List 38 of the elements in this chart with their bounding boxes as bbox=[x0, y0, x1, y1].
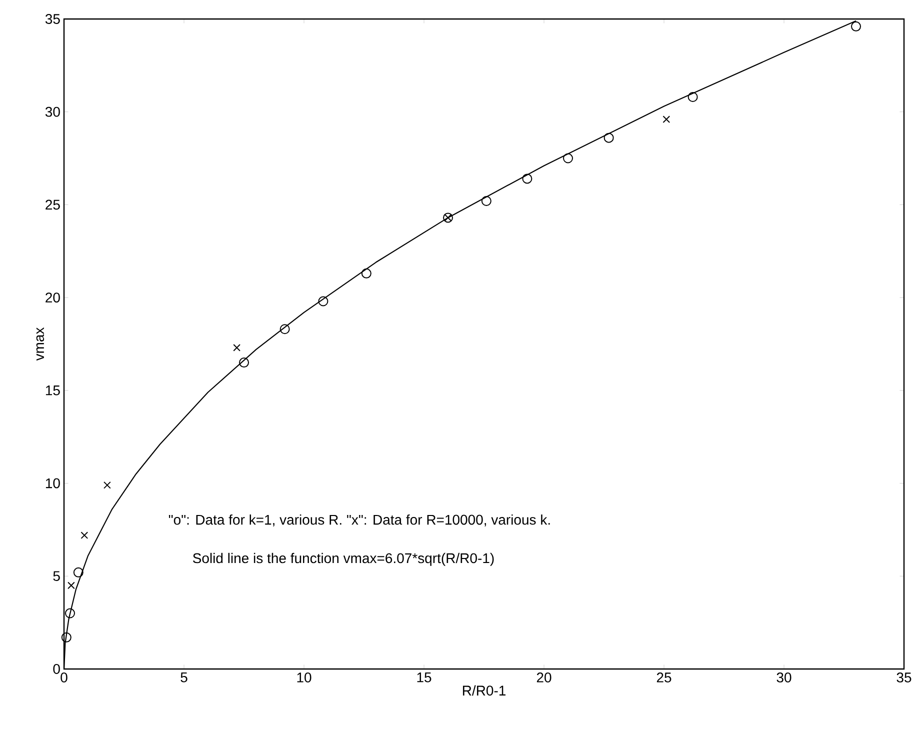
x-tick-label: 35 bbox=[896, 672, 912, 682]
point bbox=[604, 132, 614, 143]
x-tick-label: 5 bbox=[180, 672, 188, 682]
point bbox=[233, 344, 240, 352]
x-tick-label: 25 bbox=[656, 672, 672, 682]
point bbox=[563, 153, 574, 164]
point bbox=[481, 196, 492, 206]
point bbox=[361, 268, 372, 278]
point bbox=[65, 608, 76, 618]
y-tick-label: 20 bbox=[46, 292, 60, 303]
point bbox=[73, 567, 84, 578]
point bbox=[80, 532, 88, 539]
point bbox=[68, 582, 75, 590]
x-tick-label: 0 bbox=[60, 672, 68, 682]
point bbox=[318, 296, 328, 306]
point bbox=[104, 481, 111, 489]
y-tick-label: 30 bbox=[45, 106, 60, 117]
point bbox=[688, 92, 698, 102]
point bbox=[239, 358, 250, 368]
y-tick-label: 35 bbox=[45, 14, 60, 24]
x-tick-label: 20 bbox=[536, 672, 552, 682]
y-tick-label: 5 bbox=[53, 571, 60, 582]
point bbox=[280, 324, 290, 334]
y-axis-title: vmax bbox=[36, 327, 44, 361]
y-tick-label: 10 bbox=[46, 478, 60, 488]
point bbox=[522, 174, 532, 184]
annotation: Solid line is the function vmax=6.07*sqrt(R/R0-1) bbox=[192, 552, 494, 566]
annotation: "o": Data for k=1, various R. "x": Data for R=10000, various k. bbox=[168, 514, 550, 526]
point bbox=[662, 116, 670, 123]
y-tick-label: 25 bbox=[46, 200, 60, 210]
x-tick-label: 10 bbox=[297, 672, 312, 682]
point bbox=[851, 21, 861, 32]
point bbox=[61, 632, 72, 642]
x-tick-label: 30 bbox=[776, 672, 792, 682]
y-tick-label: 15 bbox=[46, 386, 60, 396]
y-tick-label: 0 bbox=[53, 664, 60, 674]
x-tick-label: 15 bbox=[417, 672, 432, 682]
x-axis-title: R/R0-1 bbox=[462, 685, 506, 696]
